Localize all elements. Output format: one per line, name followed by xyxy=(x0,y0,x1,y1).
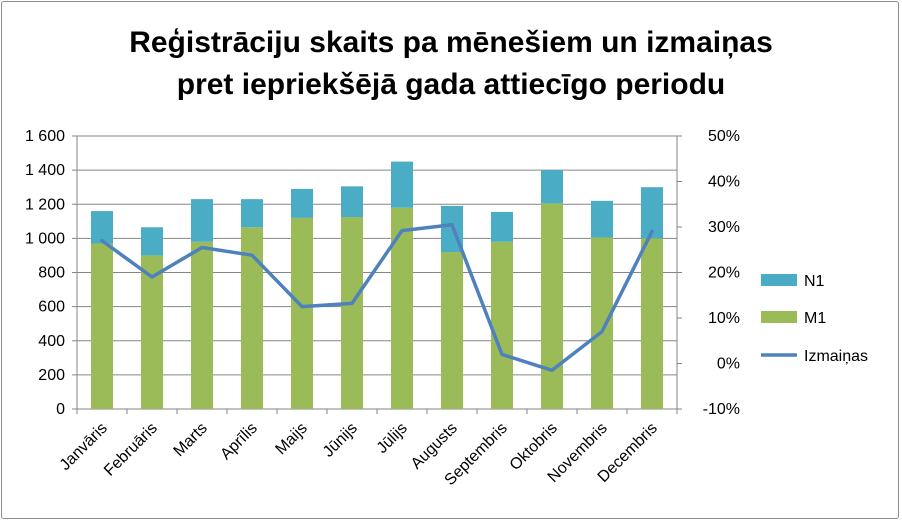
bar-n1 xyxy=(491,211,513,242)
y-left-tick-label: 800 xyxy=(38,265,65,282)
bar-n1 xyxy=(91,211,113,244)
bar-m1 xyxy=(241,227,263,409)
y-right-tick-label: 20% xyxy=(708,265,740,282)
y-left-tick-label: 1 400 xyxy=(25,162,65,179)
bar-m1 xyxy=(441,252,463,409)
bar-n1 xyxy=(591,200,613,238)
bar-n1 xyxy=(141,227,163,256)
line-izmaiņas xyxy=(100,222,654,373)
bar-m1 xyxy=(341,217,363,409)
legend-label: M1 xyxy=(804,310,826,327)
bar-n1 xyxy=(641,187,663,239)
bar-m1 xyxy=(591,237,613,409)
y-left-tick-label: 1 600 xyxy=(25,128,65,145)
legend-swatch xyxy=(761,274,797,286)
x-tick-label: Maijs xyxy=(272,420,310,458)
bar-n1 xyxy=(241,199,263,228)
bar-n1 xyxy=(341,186,363,218)
chart-title-line-2: pret iepriekšējā gada attiecīgo periodu xyxy=(176,68,726,101)
bar-m1 xyxy=(91,243,113,409)
x-tick-label: Jūnijs xyxy=(320,420,361,461)
bar-n1 xyxy=(191,199,213,242)
bar-m1 xyxy=(191,241,213,409)
chart-title-line-1: Reģistrāciju skaits pa mēnešiem un izmai… xyxy=(129,26,773,59)
x-tick-label: Aprīlis xyxy=(217,420,260,463)
bar-m1 xyxy=(141,255,163,409)
x-tick-label: Marts xyxy=(171,420,211,460)
x-tick-label: Februāris xyxy=(101,420,161,480)
bar-n1 xyxy=(541,170,563,204)
y-right-tick-label: 50% xyxy=(708,128,740,145)
bar-m1 xyxy=(391,207,413,409)
x-tick-label: Jūlijs xyxy=(374,420,411,457)
bar-n1 xyxy=(391,161,413,208)
y-left-tick-label: 1 200 xyxy=(25,196,65,213)
y-left-tick-label: 0 xyxy=(56,401,65,418)
bar-m1 xyxy=(641,238,663,409)
bar-m1 xyxy=(491,241,513,409)
legend-swatch xyxy=(761,311,797,323)
bar-m1 xyxy=(291,217,313,409)
legend-label: Izmaiņas xyxy=(804,348,868,365)
y-left-tick-label: 1 000 xyxy=(25,230,65,247)
y-right-tick-label: -10% xyxy=(703,401,740,418)
y-right-tick-label: 30% xyxy=(708,219,740,236)
y-right-tick-label: 10% xyxy=(708,310,740,327)
y-right-tick-label: 40% xyxy=(708,174,740,191)
y-left-tick-label: 400 xyxy=(38,333,65,350)
legend-label: N1 xyxy=(804,273,825,290)
y-right-tick-label: 0% xyxy=(717,356,740,373)
chart-title: Reģistrāciju skaits pa mēnešiem un izmai… xyxy=(0,22,902,106)
bar-m1 xyxy=(541,203,563,409)
y-left-tick-label: 200 xyxy=(38,367,65,384)
bar-n1 xyxy=(291,188,313,218)
y-left-tick-label: 600 xyxy=(38,299,65,316)
